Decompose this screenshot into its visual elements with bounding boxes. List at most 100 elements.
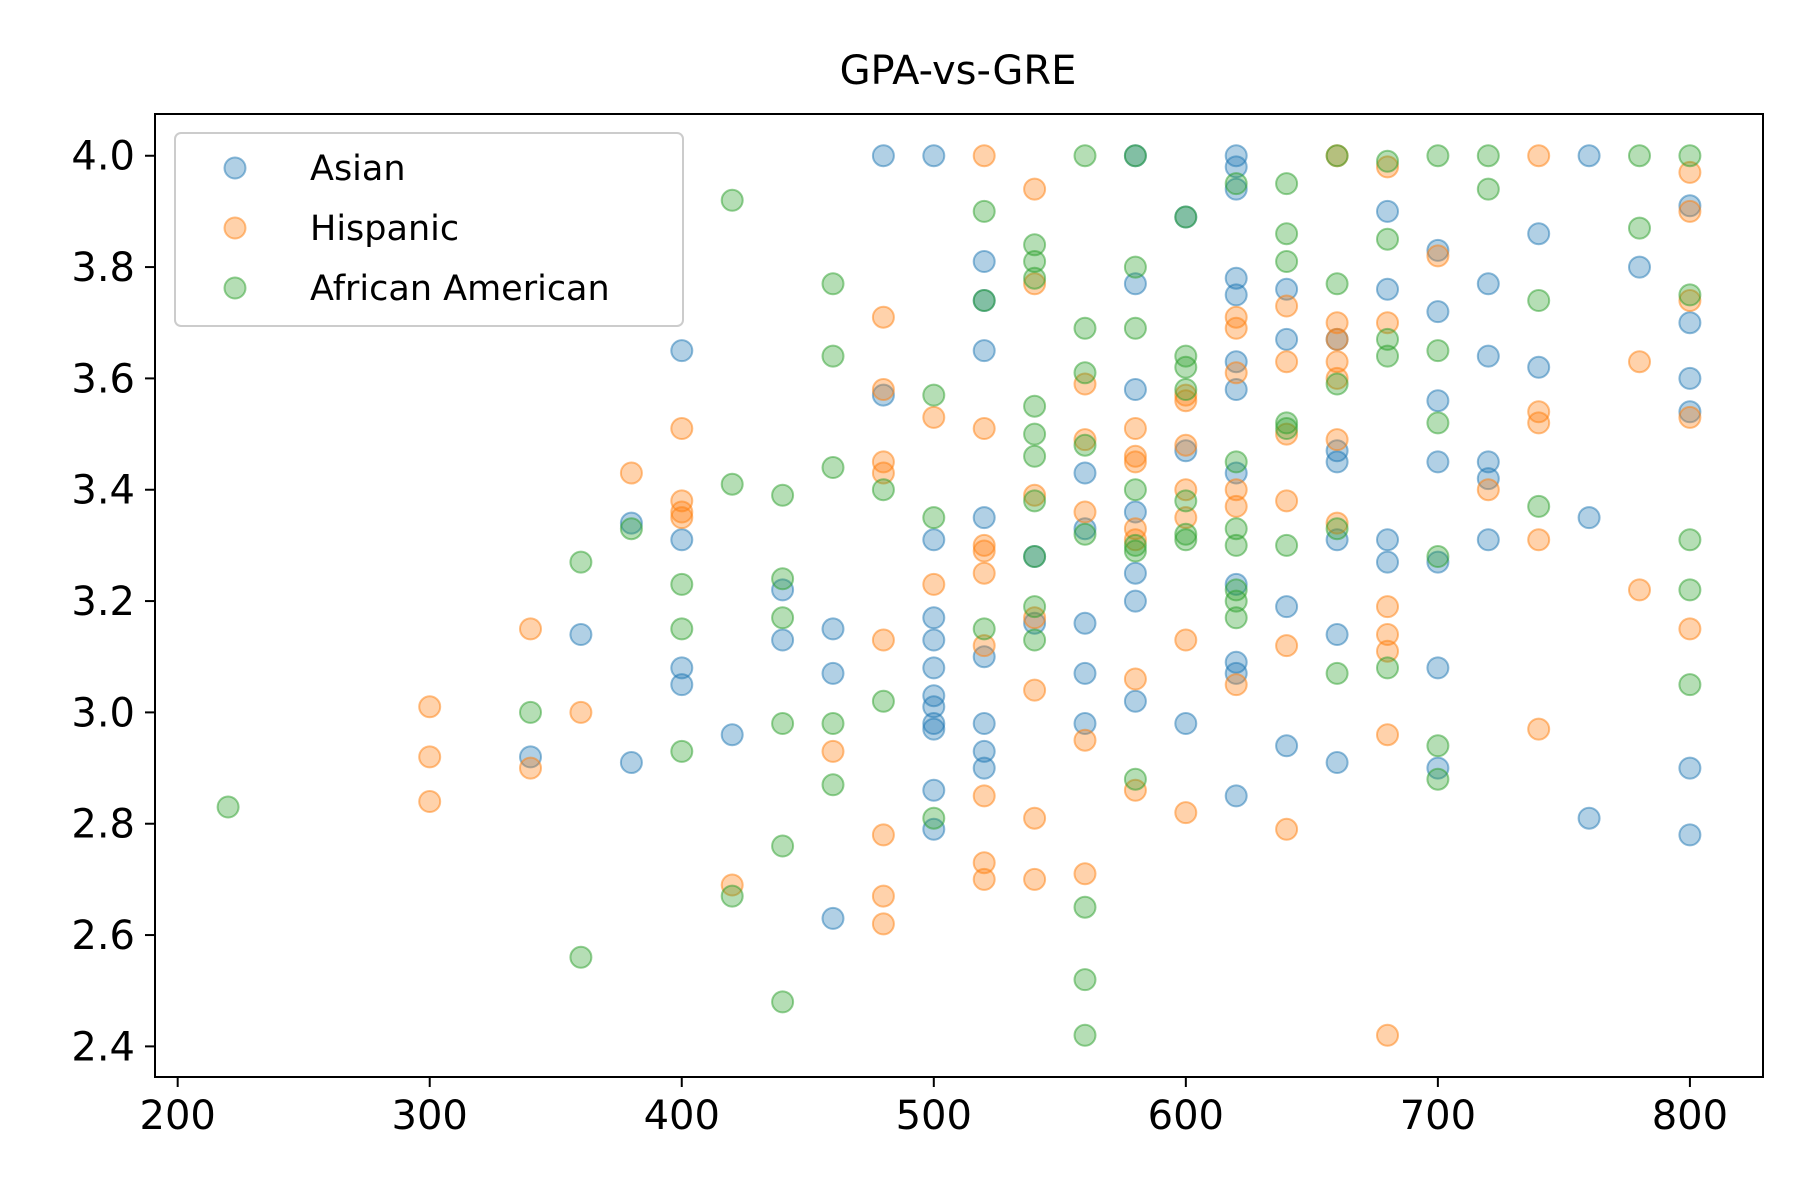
data-point xyxy=(771,606,795,630)
data-point xyxy=(569,700,593,724)
data-point xyxy=(1376,227,1399,251)
data-point xyxy=(972,851,996,875)
legend-box xyxy=(174,132,684,327)
data-point xyxy=(1678,823,1702,847)
data-point xyxy=(1123,667,1147,691)
data-point xyxy=(1426,450,1450,474)
data-point xyxy=(1224,589,1248,613)
data-point xyxy=(871,305,895,329)
data-point xyxy=(1426,550,1450,574)
data-point xyxy=(821,739,845,763)
data-point xyxy=(821,344,845,368)
data-point xyxy=(1123,561,1147,585)
data-point xyxy=(1023,611,1047,635)
data-point xyxy=(1678,289,1702,312)
data-point xyxy=(1174,205,1198,229)
series-asian xyxy=(519,144,1702,930)
data-point xyxy=(771,834,795,858)
data-point xyxy=(1073,316,1097,340)
data-point xyxy=(972,561,996,585)
data-point xyxy=(1678,578,1702,602)
data-point xyxy=(1426,144,1450,168)
data-point xyxy=(1224,494,1248,518)
data-point xyxy=(1476,478,1500,502)
data-point xyxy=(1023,483,1047,507)
data-point xyxy=(519,756,542,780)
data-point xyxy=(569,550,593,574)
data-point xyxy=(1376,155,1399,179)
data-point xyxy=(1325,272,1349,296)
data-point xyxy=(1224,283,1248,307)
data-point xyxy=(922,717,946,741)
data-point xyxy=(1376,639,1399,663)
data-point xyxy=(1224,606,1248,630)
data-point xyxy=(1577,806,1601,830)
data-point xyxy=(972,634,996,658)
data-point xyxy=(1073,728,1097,752)
data-point xyxy=(1123,316,1147,340)
data-point xyxy=(972,539,996,563)
data-point xyxy=(1325,517,1349,541)
data-point xyxy=(1527,494,1551,518)
data-point xyxy=(1123,589,1147,613)
data-point xyxy=(1426,767,1450,791)
data-point xyxy=(1426,244,1450,268)
data-point xyxy=(1224,784,1248,808)
data-point xyxy=(1023,806,1047,830)
data-point xyxy=(720,723,744,747)
data-point xyxy=(1275,294,1299,318)
data-point xyxy=(922,628,946,652)
data-point xyxy=(519,617,542,641)
x-tick-label: 300 xyxy=(392,1093,468,1139)
data-point xyxy=(1476,177,1500,201)
data-point xyxy=(1224,266,1248,290)
data-point xyxy=(1325,366,1349,390)
data-point xyxy=(1174,439,1198,463)
legend-marker xyxy=(223,156,247,180)
data-point xyxy=(1073,500,1097,524)
x-axis: 200 300 400 500 600 700 800 xyxy=(140,1077,1728,1139)
data-point xyxy=(1174,378,1198,401)
data-point xyxy=(1376,623,1399,646)
data-point xyxy=(1023,595,1047,619)
data-point xyxy=(1678,283,1702,307)
data-point xyxy=(972,339,996,363)
data-point xyxy=(1023,272,1047,296)
data-point xyxy=(1325,311,1349,335)
data-point xyxy=(1174,528,1198,552)
y-tick-label: 4.0 xyxy=(71,134,135,180)
data-point xyxy=(1577,506,1601,530)
data-point xyxy=(670,572,694,596)
data-point xyxy=(972,784,996,808)
data-point xyxy=(1628,578,1651,602)
data-point xyxy=(1678,673,1702,697)
data-point xyxy=(619,511,643,535)
data-point xyxy=(1123,767,1147,791)
data-point xyxy=(972,250,996,273)
data-point xyxy=(1123,378,1147,401)
data-point xyxy=(1275,350,1299,374)
data-point xyxy=(1426,238,1450,262)
data-point xyxy=(922,405,946,429)
data-point xyxy=(1073,144,1097,168)
data-point xyxy=(1628,350,1651,374)
data-point xyxy=(670,617,694,641)
data-point xyxy=(1275,417,1299,440)
data-point xyxy=(1224,172,1248,196)
data-point xyxy=(569,623,593,646)
data-point xyxy=(1376,149,1399,173)
data-point xyxy=(418,745,442,769)
data-point xyxy=(922,606,946,630)
data-point xyxy=(1174,712,1198,735)
data-point xyxy=(1325,428,1349,452)
data-point xyxy=(1678,405,1702,429)
data-point xyxy=(871,884,895,908)
data-point xyxy=(1123,144,1147,168)
data-point xyxy=(1527,528,1551,552)
data-point xyxy=(1325,327,1349,351)
data-point xyxy=(821,906,845,930)
data-point xyxy=(1073,522,1097,546)
data-point xyxy=(972,867,996,891)
data-point xyxy=(972,506,996,530)
data-point xyxy=(871,383,895,407)
